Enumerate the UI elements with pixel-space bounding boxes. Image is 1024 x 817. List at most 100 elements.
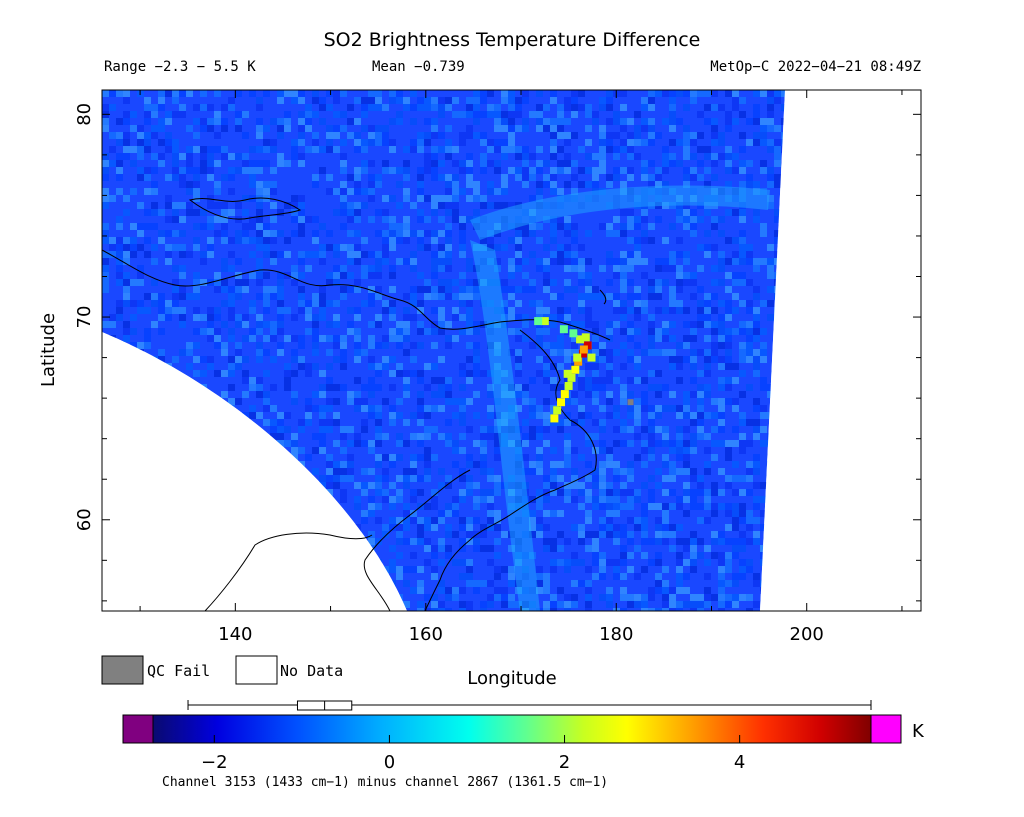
swath-cell bbox=[697, 370, 704, 377]
swath-cell bbox=[753, 265, 760, 272]
coastlines bbox=[102, 197, 611, 611]
swath-cell bbox=[256, 321, 263, 328]
swath-cell bbox=[697, 384, 704, 391]
swath-cell bbox=[676, 209, 683, 216]
swath-cell bbox=[564, 132, 571, 139]
swath-cell bbox=[529, 377, 536, 384]
swath-cell bbox=[466, 566, 473, 573]
swath-cell bbox=[368, 286, 375, 293]
chart-title: SO2 Brightness Temperature Difference bbox=[324, 29, 701, 51]
swath-cell bbox=[291, 370, 298, 377]
swath-cell bbox=[487, 370, 494, 377]
swath-cell bbox=[165, 314, 172, 321]
swath-cell bbox=[564, 566, 571, 573]
swath-cell bbox=[263, 405, 270, 412]
swath-cell bbox=[683, 125, 690, 132]
plume-cell bbox=[583, 341, 592, 350]
swath-cell bbox=[326, 398, 333, 405]
swath-cell bbox=[389, 545, 396, 552]
swath-cell bbox=[669, 468, 676, 475]
swath-cell bbox=[613, 475, 620, 482]
swath-cell bbox=[312, 335, 319, 342]
swath-cell bbox=[704, 167, 711, 174]
swath-cell bbox=[235, 153, 242, 160]
swath-cell bbox=[284, 90, 291, 97]
swath-cell bbox=[347, 454, 354, 461]
swath-cell bbox=[697, 412, 704, 419]
swath-cell bbox=[403, 475, 410, 482]
swath-cell bbox=[473, 118, 480, 125]
swath-cell bbox=[424, 328, 431, 335]
swath-cell bbox=[564, 489, 571, 496]
swath-cell bbox=[417, 538, 424, 545]
swath-cell bbox=[620, 251, 627, 258]
swath-cell bbox=[704, 468, 711, 475]
swath-cell bbox=[655, 167, 662, 174]
swath-cell bbox=[683, 167, 690, 174]
swath-cell bbox=[179, 216, 186, 223]
swath-cell bbox=[704, 384, 711, 391]
no-data-swatch bbox=[235, 655, 278, 685]
swath-cell bbox=[354, 342, 361, 349]
swath-cell bbox=[102, 265, 109, 272]
swath-cell bbox=[599, 377, 606, 384]
swath-cell bbox=[641, 349, 648, 356]
swath-cell bbox=[732, 524, 739, 531]
swath-cell bbox=[396, 230, 403, 237]
swath-cell bbox=[515, 153, 522, 160]
mean-text: Mean −0.739 bbox=[372, 59, 465, 75]
swath-cell bbox=[431, 237, 438, 244]
swath-cell bbox=[235, 118, 242, 125]
swath-cell bbox=[116, 216, 123, 223]
swath-cell bbox=[480, 608, 487, 611]
swath-cell bbox=[529, 279, 536, 286]
swath-cell bbox=[487, 433, 494, 440]
swath-cell bbox=[431, 125, 438, 132]
swath-cell bbox=[690, 594, 697, 601]
swath-cell bbox=[326, 174, 333, 181]
swath-cell bbox=[347, 286, 354, 293]
swath-cell bbox=[627, 377, 634, 384]
swath-cell bbox=[676, 447, 683, 454]
swath-cell bbox=[459, 538, 466, 545]
swath-cell bbox=[732, 90, 739, 97]
swath-cell bbox=[487, 139, 494, 146]
swath-cell bbox=[340, 160, 347, 167]
swath-cell bbox=[592, 174, 599, 181]
swath-cell bbox=[641, 300, 648, 307]
swath-cell bbox=[263, 160, 270, 167]
swath-cell bbox=[165, 118, 172, 125]
swath-cell bbox=[704, 244, 711, 251]
swath-cell bbox=[739, 349, 746, 356]
swath-cell bbox=[347, 202, 354, 209]
swath-cell bbox=[417, 608, 424, 611]
swath-cell bbox=[620, 314, 627, 321]
swath-cell bbox=[704, 153, 711, 160]
swath-cell bbox=[550, 223, 557, 230]
swath-cell bbox=[270, 328, 277, 335]
swath-cell bbox=[298, 125, 305, 132]
swath-cell bbox=[221, 300, 228, 307]
swath-cell bbox=[739, 433, 746, 440]
swath-cell bbox=[116, 167, 123, 174]
swath-cell bbox=[151, 202, 158, 209]
swath-cell bbox=[375, 412, 382, 419]
swath-cell bbox=[515, 601, 522, 608]
swath-cell bbox=[347, 440, 354, 447]
swath-cell bbox=[389, 230, 396, 237]
swath-cell bbox=[662, 279, 669, 286]
swath-cell bbox=[431, 251, 438, 258]
swath-cell bbox=[130, 111, 137, 118]
swath-cell bbox=[648, 97, 655, 104]
swath-cell bbox=[137, 307, 144, 314]
swath-cell bbox=[459, 475, 466, 482]
swath-cell bbox=[109, 314, 116, 321]
swath-cell bbox=[333, 244, 340, 251]
swath-cell bbox=[235, 272, 242, 279]
swath-cell bbox=[403, 293, 410, 300]
swath-cell bbox=[655, 573, 662, 580]
swath-cell bbox=[389, 272, 396, 279]
swath-cell bbox=[711, 174, 718, 181]
swath-cell bbox=[655, 503, 662, 510]
swath-cell bbox=[606, 251, 613, 258]
